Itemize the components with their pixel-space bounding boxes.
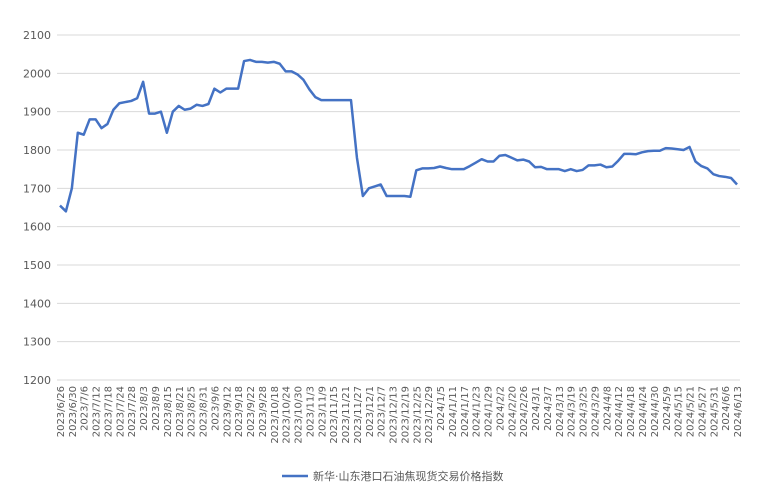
x-tick-label: 2024/4/30: [650, 386, 661, 437]
x-tick-label: 2024/5/27: [697, 386, 708, 437]
y-tick-label: 1800: [23, 144, 51, 157]
x-tick-label: 2024/3/19: [567, 386, 578, 437]
x-tick-label: 2024/1/5: [436, 386, 447, 431]
y-tick-label: 1900: [23, 106, 51, 119]
x-tick-label: 2024/1/23: [472, 386, 483, 437]
x-tick-label: 2023/7/12: [92, 386, 103, 437]
x-tick-label: 2024/5/31: [709, 386, 720, 437]
x-tick-label: 2023/6/26: [56, 386, 67, 437]
x-tick-label: 2023/12/13: [389, 386, 400, 444]
x-tick-label: 2023/9/12: [222, 386, 233, 437]
x-tick-label: 2024/1/11: [448, 386, 459, 437]
x-tick-label: 2024/2/26: [519, 386, 530, 437]
x-tick-label: 2023/10/18: [270, 386, 281, 444]
x-tick-label: 2024/3/13: [555, 386, 566, 437]
x-tick-label: 2023/7/18: [103, 386, 114, 437]
x-tick-label: 2024/5/21: [686, 386, 697, 437]
x-tick-label: 2023/12/1: [365, 386, 376, 437]
legend-label: 新华·山东港口石油焦现货交易价格指数: [313, 469, 504, 483]
x-tick-label: 2023/9/28: [258, 386, 269, 437]
x-tick-label: 2024/4/8: [602, 386, 613, 431]
x-tick-label: 2023/9/18: [234, 386, 245, 437]
x-tick-label: 2023/8/3: [139, 386, 150, 431]
x-tick-label: 2023/9/6: [210, 386, 221, 431]
x-tick-label: 2024/1/29: [484, 386, 495, 437]
x-tick-label: 2023/11/9: [317, 386, 328, 437]
y-tick-label: 1700: [23, 182, 51, 195]
x-tick-label: 2023/9/22: [246, 386, 257, 437]
y-tick-label: 1600: [23, 221, 51, 234]
y-tick-label: 1300: [23, 336, 51, 349]
x-tick-label: 2024/4/18: [626, 386, 637, 437]
x-tick-label: 2024/3/29: [590, 386, 601, 437]
x-tick-label: 2023/11/27: [353, 386, 364, 444]
x-tick-label: 2023/7/24: [115, 386, 126, 437]
x-tick-label: 2024/3/1: [531, 386, 542, 431]
y-tick-label: 2100: [23, 29, 51, 42]
x-tick-label: 2024/4/24: [638, 386, 649, 437]
x-tick-label: 2023/12/7: [377, 386, 388, 437]
x-tick-label: 2023/7/6: [80, 386, 91, 431]
x-tick-label: 2023/7/28: [127, 386, 138, 437]
x-tick-label: 2024/2/20: [507, 386, 518, 437]
x-tick-label: 2024/3/25: [579, 386, 590, 437]
x-tick-label: 2024/2/2: [495, 386, 506, 431]
x-tick-label: 2023/6/30: [68, 386, 79, 437]
x-tick-label: 2023/8/31: [199, 386, 210, 437]
y-tick-label: 1200: [23, 374, 51, 387]
x-tick-label: 2024/4/12: [614, 386, 625, 437]
x-tick-label: 2023/8/9: [151, 386, 162, 431]
x-tick-label: 2023/12/25: [412, 386, 423, 444]
x-tick-label: 2024/3/7: [543, 386, 554, 431]
y-tick-label: 1400: [23, 297, 51, 310]
data-line: [59, 58, 738, 213]
x-tick-label: 2023/8/25: [187, 386, 198, 437]
x-tick-label: 2023/11/21: [341, 386, 352, 444]
x-tick-label: 2023/10/30: [294, 386, 305, 444]
y-tick-label: 2000: [23, 67, 51, 80]
x-tick-label: 2023/12/19: [400, 386, 411, 444]
x-tick-label: 2024/5/15: [674, 386, 685, 437]
x-tick-label: 2023/10/24: [282, 386, 293, 444]
x-tick-label: 2023/12/29: [424, 386, 435, 444]
x-tick-label: 2024/5/9: [662, 386, 673, 431]
x-tick-label: 2024/6/6: [721, 386, 732, 431]
x-tick-label: 2023/11/15: [329, 386, 340, 444]
x-tick-label: 2023/8/15: [163, 386, 174, 437]
x-tick-label: 2024/6/13: [733, 386, 744, 437]
y-tick-label: 1500: [23, 259, 51, 272]
x-tick-label: 2024/1/17: [460, 386, 471, 437]
x-tick-label: 2023/11/3: [305, 386, 316, 437]
x-tick-label: 2023/8/21: [175, 386, 186, 437]
